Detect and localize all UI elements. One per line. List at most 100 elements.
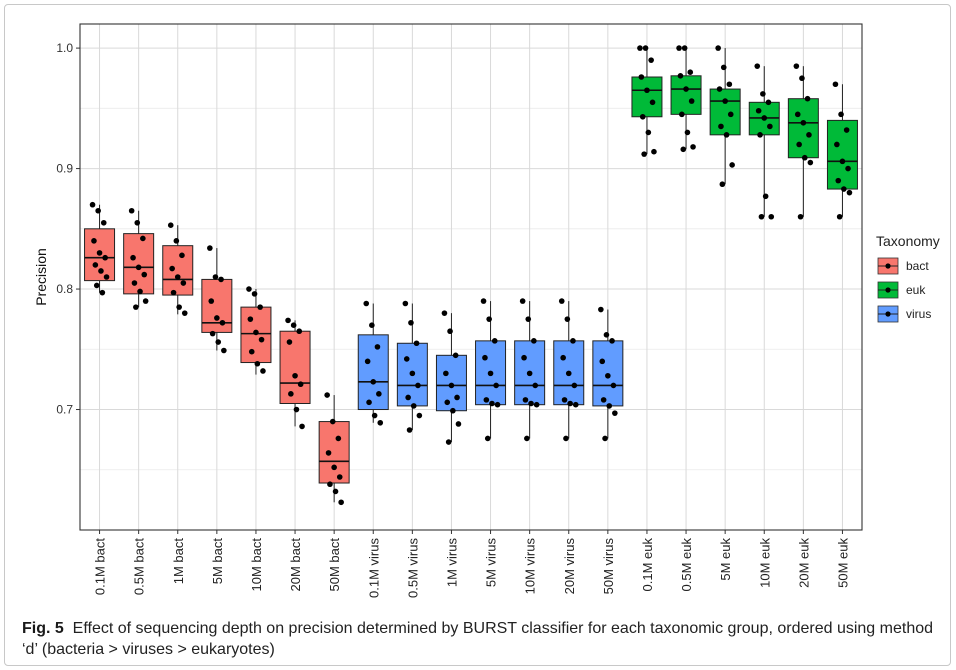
box-body: [631, 76, 663, 118]
box-body: [357, 334, 389, 411]
data-point: [521, 354, 527, 361]
data-point: [98, 268, 104, 274]
data-point: [838, 111, 844, 118]
caption-label: Fig. 5: [22, 620, 64, 637]
data-point: [493, 382, 499, 389]
data-point: [677, 73, 684, 79]
data-point: [179, 252, 185, 259]
data-point: [726, 81, 733, 88]
data-point: [676, 45, 682, 51]
x-tick-label: 50M bact: [327, 538, 342, 592]
data-point: [609, 338, 615, 344]
data-point: [176, 304, 182, 310]
data-point: [599, 358, 606, 365]
y-tick-label: 0.8: [56, 282, 73, 296]
data-point: [137, 288, 143, 295]
x-tick-label: 10M virus: [523, 538, 538, 595]
data-point: [447, 328, 453, 335]
data-point: [260, 368, 266, 374]
data-point: [765, 99, 772, 106]
data-point: [455, 421, 462, 427]
legend-key-point: [885, 287, 891, 293]
box-5m-virus: [475, 298, 507, 442]
data-point: [285, 317, 291, 324]
data-point: [645, 129, 652, 136]
data-point: [567, 400, 573, 407]
data-point: [221, 347, 227, 354]
data-point: [405, 394, 411, 401]
data-point: [524, 435, 530, 442]
box-20m-euk: [787, 63, 819, 220]
data-point: [454, 394, 460, 401]
y-tick-label: 0.9: [56, 162, 73, 176]
data-point: [846, 189, 853, 196]
data-point: [332, 488, 339, 495]
legend-title: Taxonomy: [876, 233, 940, 249]
data-point: [363, 300, 370, 307]
data-point: [450, 407, 456, 414]
x-tick-label: 5M euk: [718, 538, 733, 581]
figure-caption: Fig. 5 Effect of sequencing depth on pre…: [22, 618, 942, 660]
data-point: [410, 403, 417, 409]
data-point: [371, 412, 378, 419]
x-tick-label: 0.5M bact: [132, 538, 147, 595]
data-point: [133, 304, 139, 310]
data-point: [649, 99, 656, 106]
data-point: [598, 306, 604, 313]
x-tick-label: 50M virus: [601, 538, 616, 595]
data-point: [257, 304, 263, 310]
box-0-1m-bact: [84, 201, 116, 296]
data-point: [338, 499, 344, 506]
data-point: [610, 382, 617, 389]
data-point: [834, 141, 840, 148]
x-tick-label: 50M euk: [835, 538, 850, 588]
data-point: [370, 379, 377, 385]
data-point: [207, 245, 213, 251]
data-point: [218, 276, 224, 283]
data-point: [443, 370, 449, 377]
data-point: [246, 286, 252, 292]
data-point: [169, 265, 175, 272]
data-point: [807, 159, 814, 166]
data-point: [484, 435, 491, 442]
data-point: [637, 45, 643, 51]
data-point: [253, 329, 259, 336]
data-point: [651, 148, 657, 155]
data-point: [839, 158, 846, 165]
box-0-5m-bact: [123, 207, 155, 310]
data-point: [366, 399, 372, 406]
y-axis-ticks: 0.7 0.8 0.9 1.0: [56, 41, 80, 417]
data-point: [494, 401, 501, 408]
box-body: [787, 98, 819, 159]
data-point: [180, 280, 187, 286]
data-point: [525, 316, 532, 322]
data-point: [140, 235, 146, 242]
data-point: [528, 400, 534, 407]
data-point: [406, 427, 413, 433]
data-point: [327, 481, 333, 488]
data-point: [93, 282, 100, 289]
data-point: [641, 151, 647, 157]
data-point: [642, 45, 649, 51]
box-5m-bact: [201, 245, 233, 354]
data-point: [681, 45, 688, 51]
data-point: [796, 141, 802, 148]
data-point: [526, 370, 533, 377]
box-20m-virus: [553, 298, 585, 442]
box-5m-euk: [709, 45, 741, 188]
data-point: [91, 238, 97, 244]
data-point: [687, 69, 694, 75]
data-point: [690, 144, 696, 150]
data-point: [100, 219, 107, 226]
data-point: [247, 316, 254, 322]
data-point: [487, 370, 494, 377]
data-point: [715, 45, 721, 51]
legend-label: virus: [906, 307, 931, 321]
data-point: [181, 310, 188, 316]
data-point: [729, 162, 735, 168]
data-point: [679, 111, 685, 118]
data-point: [757, 132, 763, 138]
data-point: [558, 298, 565, 304]
data-point: [638, 74, 645, 80]
data-point: [324, 392, 330, 398]
